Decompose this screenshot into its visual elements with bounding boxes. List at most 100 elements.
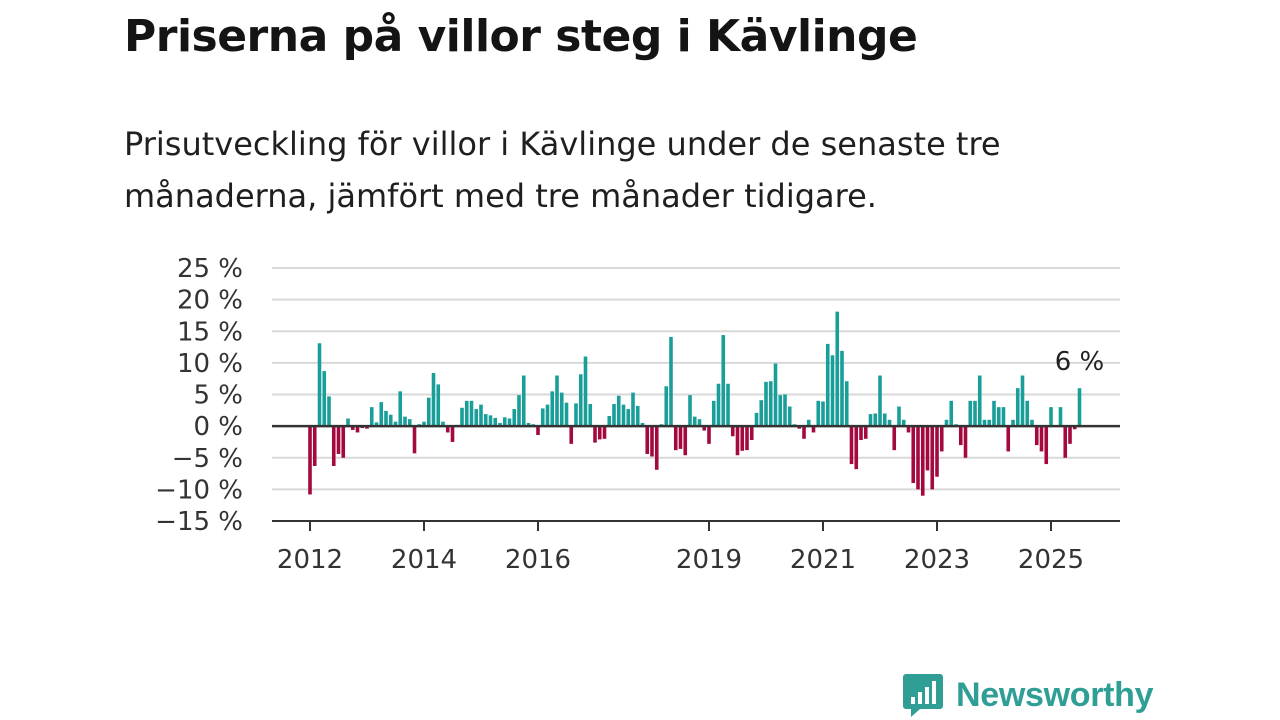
bar [393, 421, 398, 427]
bar [436, 384, 441, 427]
bar [939, 426, 944, 452]
bar [498, 422, 502, 427]
bar [707, 426, 711, 444]
bar [374, 422, 379, 427]
bar [673, 426, 678, 451]
bar [944, 419, 949, 427]
newsworthy-brand: Newsworthy [902, 672, 1154, 718]
bar [811, 426, 816, 433]
bar [412, 426, 417, 454]
bar [635, 405, 640, 427]
y-tick-label: 25 % [177, 254, 243, 284]
newsworthy-logo-icon [903, 674, 943, 717]
bar [1034, 426, 1039, 446]
bar [512, 409, 517, 427]
bar [493, 417, 498, 427]
bar [683, 426, 688, 456]
bar [754, 412, 759, 427]
bar [517, 395, 521, 427]
bar [346, 418, 350, 427]
gridlines [272, 267, 1120, 491]
bar [773, 363, 778, 427]
y-tick-label: 15 % [177, 317, 243, 347]
chart-title: Priserna på villor steg i Kävlinge [124, 11, 918, 62]
bar [583, 356, 588, 427]
bar [431, 373, 436, 427]
bar [821, 401, 825, 427]
bar [906, 426, 911, 433]
bar [992, 400, 996, 427]
y-tick-label: −10 % [155, 475, 243, 505]
bar [521, 375, 526, 427]
bar [564, 402, 569, 427]
y-tick-label: −15 % [155, 507, 243, 537]
bar [830, 355, 835, 427]
bar [578, 374, 583, 427]
bar [735, 426, 740, 456]
bar [341, 426, 346, 458]
bar [669, 336, 673, 427]
bar [759, 400, 764, 427]
bar [878, 375, 882, 427]
bar [859, 426, 863, 441]
bar [797, 426, 802, 429]
bar [550, 391, 555, 427]
bar [716, 383, 721, 427]
bar [688, 395, 692, 427]
bar [350, 426, 355, 430]
bar [1044, 426, 1049, 465]
bar [540, 408, 545, 427]
bar [426, 397, 431, 427]
bar [650, 426, 654, 457]
bar [483, 414, 488, 427]
y-tick-label: 5 % [193, 381, 243, 411]
bar [802, 426, 806, 439]
bar [778, 395, 783, 427]
bar [930, 426, 935, 490]
bar [1025, 400, 1030, 427]
bar [768, 381, 773, 427]
bar [849, 426, 854, 465]
x-tick-label: 2016 [505, 545, 571, 575]
x-tick-label: 2025 [1018, 545, 1084, 575]
bar [407, 419, 412, 427]
bar [312, 426, 317, 466]
bar [1020, 375, 1025, 427]
bar [379, 402, 384, 427]
bar [555, 375, 559, 427]
bar [355, 426, 360, 433]
bar [422, 421, 426, 427]
bar [445, 426, 450, 433]
bar-series [308, 311, 1082, 496]
y-tick-label: −5 % [172, 444, 243, 474]
bar [559, 392, 564, 427]
bar [502, 417, 507, 427]
x-axis-ticks: 2012 2014 2016 2019 2021 2023 2025 [277, 521, 1084, 575]
bar [868, 414, 873, 427]
bar [711, 400, 716, 427]
y-axis-labels: 25 %20 %15 %10 %5 %0 %−5 %−10 %−15 % [155, 254, 243, 537]
bar [1077, 388, 1082, 427]
bar [1006, 426, 1011, 452]
bar [616, 395, 621, 427]
bar [730, 426, 735, 437]
bar [783, 394, 787, 427]
bar [1068, 426, 1072, 444]
bar [958, 426, 963, 446]
x-tick-label: 2012 [277, 545, 343, 575]
bar [474, 409, 479, 427]
bar [369, 407, 374, 427]
bar [702, 426, 707, 431]
bar [764, 381, 768, 427]
bar [854, 426, 859, 470]
y-tick-label: 10 % [177, 349, 243, 379]
bar [863, 426, 868, 439]
bar [1063, 426, 1068, 458]
bar [460, 407, 464, 427]
bar [935, 426, 939, 477]
x-tick-label: 2014 [391, 545, 457, 575]
y-tick-label: 20 % [177, 286, 243, 316]
y-tick-label: 0 % [193, 412, 243, 442]
bar [365, 426, 369, 429]
